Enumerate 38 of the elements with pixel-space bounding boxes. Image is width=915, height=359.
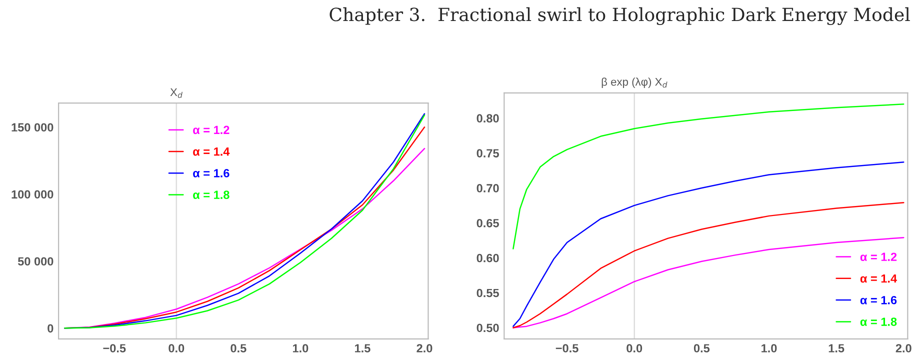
x-tick-label: −0.5 (556, 344, 578, 352)
y-tick-label: 0.80 (476, 114, 499, 123)
y-tick-label: 0.65 (476, 218, 499, 228)
y-axis-title: X$_{d}$ (170, 88, 183, 98)
legend-label: α = 1.6 (193, 169, 230, 178)
y-tick-label: 150 000 (12, 123, 54, 132)
legend-label: α = 1.2 (860, 252, 897, 262)
x-tick-label: 0.0 (626, 344, 642, 352)
legend-label: α = 1.2 (193, 126, 230, 134)
legend-label: α = 1.4 (193, 148, 230, 156)
y-tick-label: 0 (48, 324, 54, 333)
x-tick-label: 1.5 (828, 344, 844, 352)
y-tick-label: 0.70 (476, 184, 499, 192)
x-tick-label: 0.0 (168, 344, 184, 352)
y-tick-label: 0.50 (476, 324, 499, 332)
legend-label: α = 1.8 (193, 190, 230, 200)
y-axis-title: β exp (λφ) X$_{d}$ (602, 78, 668, 88)
x-tick-label: 0.5 (694, 344, 710, 352)
x-tick-label: 1.0 (762, 344, 777, 352)
y-tick-label: 50 000 (18, 257, 54, 266)
text: Chapter 3. Fractional swirl to Holographic Dark Energy Model (330, 7, 910, 26)
y-tick-label: 0.60 (476, 254, 499, 262)
line-series (512, 202, 904, 328)
y-tick-label: 0.75 (476, 149, 499, 158)
x-tick-label: −0.5 (103, 344, 126, 352)
x-tick-label: 1.0 (292, 344, 308, 352)
x-tick-label: 2.0 (896, 344, 912, 352)
line-series (512, 104, 904, 250)
line-series (512, 162, 904, 327)
legend-label: α = 1.6 (860, 296, 897, 304)
x-tick-label: 2.0 (416, 344, 432, 352)
y-tick-label: 0.55 (476, 288, 499, 298)
x-tick-label: 1.5 (355, 344, 370, 352)
legend-label: α = 1.4 (860, 274, 897, 283)
legend-label: α = 1.8 (860, 318, 897, 326)
line-series (512, 236, 904, 328)
y-tick-label: 100 000 (12, 190, 54, 199)
x-tick-label: 0.5 (230, 344, 246, 352)
